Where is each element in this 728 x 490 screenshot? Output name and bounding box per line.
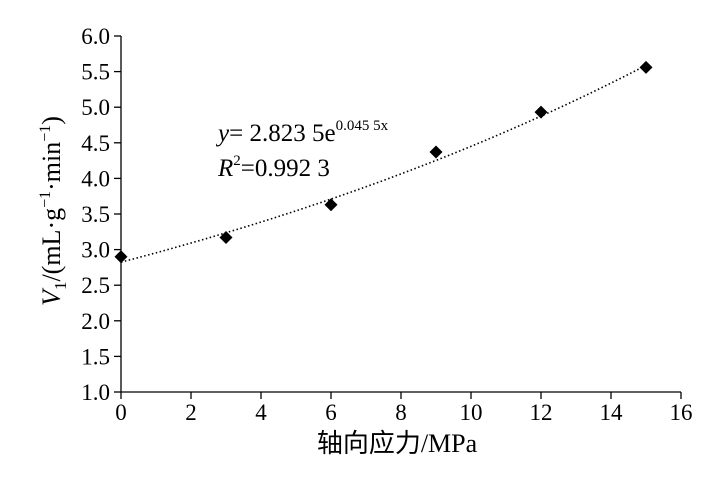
y-tick-label: 1.5 [81, 344, 110, 369]
x-tick-label: 12 [530, 400, 553, 425]
x-tick-label: 0 [115, 400, 127, 425]
data-point [219, 230, 233, 244]
x-tick-label: 2 [185, 400, 197, 425]
y-tick-label: 5.0 [81, 95, 110, 120]
axes [120, 36, 681, 393]
data-point [429, 145, 443, 159]
y-ticks: 1.0 1.5 2.0 2.5 3.0 3.5 4.0 4.5 5.0 5.5 6.0 [81, 24, 121, 405]
r2-value: =0.992 3 [241, 155, 330, 182]
x-tick-label: 16 [670, 400, 693, 425]
trendline-layer [120, 64, 647, 263]
y-axis-units-a: /(mL·g [37, 208, 66, 282]
y-axis-units-c: ) [37, 116, 66, 125]
y-axis-sup2: −1 [37, 125, 54, 142]
equation-rhs: = 2.823 5e [229, 120, 335, 147]
y-tick-label: 2.0 [81, 309, 110, 334]
x-tick-label: 6 [325, 400, 337, 425]
data-point [114, 250, 128, 264]
x-tick-label: 8 [395, 400, 407, 425]
y-tick-label: 6.0 [81, 24, 110, 49]
r-squared-label: R2=0.992 3 [217, 153, 330, 182]
y-tick-label: 3.0 [81, 238, 110, 263]
y-axis-sub: 1 [51, 282, 70, 291]
y-axis-sup1: −1 [37, 191, 54, 208]
x-tick-label: 10 [460, 400, 483, 425]
data-point [534, 105, 548, 119]
y-tick-label: 4.0 [81, 166, 110, 191]
y-axis-title: V1/(mL·g−1·min−1) [37, 116, 70, 306]
x-ticks: 0 2 4 6 8 10 12 14 16 [115, 392, 693, 425]
data-points [114, 60, 653, 264]
trendline [120, 64, 647, 263]
y-tick-label: 3.5 [81, 202, 110, 227]
y-axis-var: V [37, 287, 66, 306]
x-axis-title: 轴向应力/MPa [317, 429, 478, 458]
equation-exponent: 0.045 5x [336, 118, 389, 134]
x-tick-label: 14 [600, 400, 624, 425]
trendline-equation: y= 2.823 5e0.045 5x [215, 118, 389, 147]
equation-lhs: y [215, 120, 230, 147]
y-tick-label: 4.5 [81, 131, 110, 156]
y-axis-units-b: ·min [37, 142, 66, 191]
r2-power: 2 [233, 153, 241, 169]
data-point [324, 198, 338, 212]
y-tick-label: 5.5 [81, 60, 110, 85]
y-tick-label: 1.0 [81, 380, 110, 405]
data-point [639, 60, 653, 74]
x-tick-label: 4 [255, 400, 267, 425]
y-tick-label: 2.5 [81, 273, 110, 298]
r2-symbol: R [217, 155, 233, 182]
